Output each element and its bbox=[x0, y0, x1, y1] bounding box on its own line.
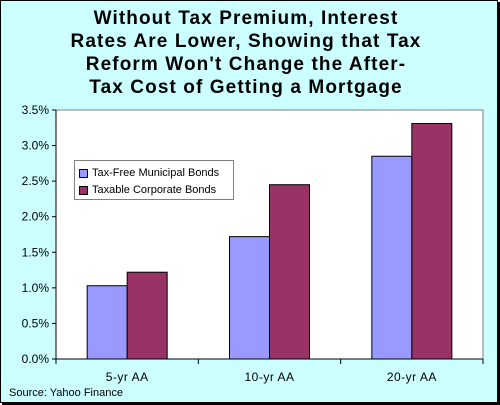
y-tick-label: 3.5% bbox=[22, 103, 50, 117]
chart-legend: Tax-Free Municipal Bonds Taxable Corpora… bbox=[74, 160, 234, 200]
y-tick-label: 1.5% bbox=[22, 245, 50, 259]
legend-label: Tax-Free Municipal Bonds bbox=[92, 167, 220, 179]
y-tick-label: 0.5% bbox=[22, 316, 50, 330]
y-tick-label: 0.0% bbox=[22, 352, 50, 366]
chart-title-line: Reform Won't Change the After- bbox=[85, 54, 407, 75]
y-tick-label: 3.0% bbox=[22, 139, 50, 153]
y-tick-label: 2.0% bbox=[22, 210, 50, 224]
bar bbox=[411, 123, 453, 360]
y-tick-label: 1.0% bbox=[22, 281, 50, 295]
x-tick-label: 20-yr AA bbox=[387, 370, 437, 384]
chart-title-line: Without Tax Premium, Interest bbox=[93, 8, 399, 29]
x-tick-label: 10-yr AA bbox=[244, 370, 294, 384]
legend-swatch bbox=[79, 185, 88, 195]
y-tick-label: 2.5% bbox=[22, 174, 50, 188]
chart-title-line: Tax Cost of Getting a Mortgage bbox=[89, 77, 403, 98]
source-note: Source: Yahoo Finance bbox=[9, 387, 123, 399]
chart-title: Without Tax Premium, Interest Rates Are … bbox=[11, 7, 481, 99]
legend-item: Taxable Corporate Bonds bbox=[79, 183, 216, 197]
bar bbox=[371, 155, 413, 360]
legend-label: Taxable Corporate Bonds bbox=[92, 184, 217, 196]
bar bbox=[269, 184, 310, 360]
bar bbox=[229, 236, 270, 360]
legend-item: Tax-Free Municipal Bonds bbox=[79, 166, 219, 180]
legend-swatch bbox=[79, 168, 88, 178]
bar bbox=[86, 285, 128, 360]
x-tick-label: 5-yr AA bbox=[106, 370, 149, 384]
bar bbox=[126, 271, 168, 360]
chart-title-line: Rates Are Lower, Showing that Tax bbox=[70, 31, 422, 52]
